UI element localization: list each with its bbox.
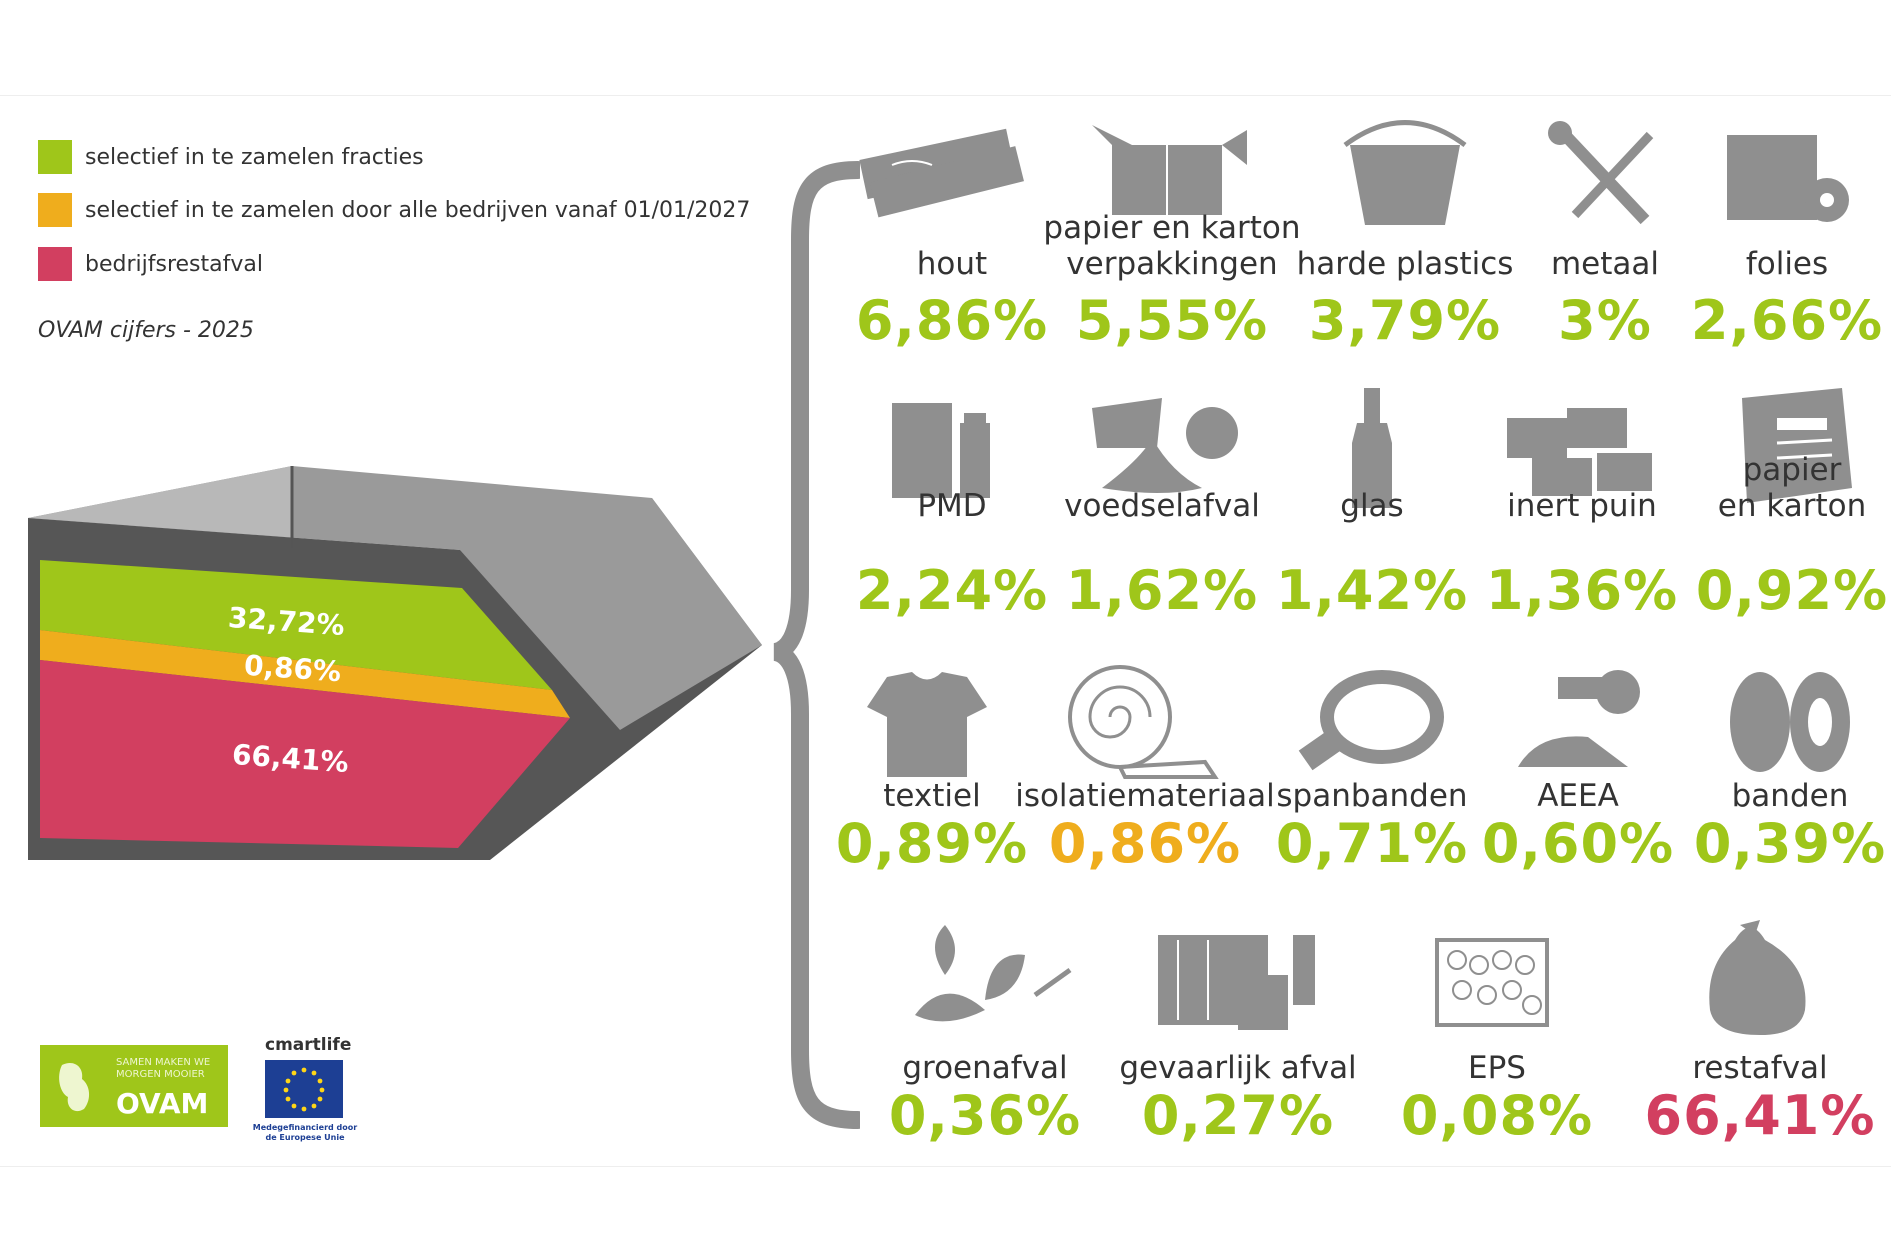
- food-waste-icon: [1062, 378, 1262, 508]
- bucket-icon: [1305, 105, 1505, 235]
- insulation-roll-icon: [1045, 652, 1245, 782]
- fraction-percentage: 3%: [1558, 289, 1652, 352]
- legend-swatch-red: [38, 247, 72, 281]
- fraction-label: papier en karton verpakkingen: [1043, 210, 1301, 282]
- ovam-logo: SAMEN MAKEN WE MORGEN MOOIER OVAM: [40, 1045, 228, 1127]
- fraction-percentage: 0,71%: [1275, 812, 1469, 875]
- fraction-label: inert puin: [1507, 488, 1657, 524]
- eu-flag-icon: [265, 1060, 343, 1118]
- paint-spray-icon: [1138, 905, 1338, 1035]
- ovam-name: OVAM: [116, 1087, 209, 1120]
- fraction-percentage: 2,66%: [1690, 289, 1884, 352]
- fraction-percentage: 5,55%: [1075, 289, 1269, 352]
- legend-label-orange: selectief in te zamelen door alle bedrij…: [85, 197, 751, 223]
- legend-swatch-orange: [38, 193, 72, 227]
- fraction-label: papier en karton: [1717, 452, 1867, 524]
- fraction-percentage: 1,62%: [1065, 559, 1259, 622]
- glass-bottle-icon: [1272, 378, 1472, 508]
- fraction-percentage: 0,39%: [1693, 812, 1887, 875]
- tshirt-icon: [832, 652, 1032, 782]
- container-orange-value: 0,86%: [242, 648, 343, 689]
- wrench-nail-icon: [1505, 105, 1705, 235]
- fraction-label: hout: [916, 246, 988, 282]
- fraction-label: glas: [1340, 488, 1404, 524]
- fraction-percentage: 66,41%: [1644, 1084, 1876, 1147]
- waste-container-illustration: [28, 466, 762, 860]
- eps-block-icon: [1397, 905, 1597, 1035]
- ovam-tagline: SAMEN MAKEN WE MORGEN MOOIER: [116, 1057, 211, 1080]
- life-caption: Medegefinancierd door de Europese Unie: [252, 1123, 358, 1142]
- fraction-percentage: 2,24%: [855, 559, 1049, 622]
- fraction-percentage: 6,86%: [855, 289, 1049, 352]
- fraction-label: spanbanden: [1276, 778, 1468, 814]
- fraction-label: EPS: [1468, 1050, 1526, 1086]
- foil-roll-icon: [1687, 105, 1887, 235]
- brace-divider: [772, 161, 860, 1129]
- fraction-percentage: 1,36%: [1485, 559, 1679, 622]
- flemish-lion-icon: [59, 1062, 90, 1112]
- legend-item-red: bedrijfsrestafval: [38, 247, 263, 281]
- leaves-icon: [885, 905, 1085, 1035]
- rubble-icon: [1482, 378, 1682, 508]
- legend-label-green: selectief in te zamelen fracties: [85, 144, 424, 170]
- newspaper-icon: [1692, 378, 1891, 508]
- fraction-percentage: 0,60%: [1481, 812, 1675, 875]
- tires-icon: [1690, 652, 1890, 782]
- fraction-percentage: 1,42%: [1275, 559, 1469, 622]
- life-logo: cmartlife Medegefinancierd door de Europ…: [250, 1030, 360, 1145]
- container-layer-orange: [40, 630, 570, 718]
- cardboard-box-icon: [1072, 105, 1272, 235]
- fraction-label: gevaarlijk afval: [1119, 1050, 1357, 1086]
- appliances-icon: [1478, 652, 1678, 782]
- fraction-label: AEEA: [1537, 778, 1619, 814]
- legend-item-orange: selectief in te zamelen door alle bedrij…: [38, 193, 750, 227]
- fraction-label: groenafval: [902, 1050, 1068, 1086]
- legend-swatch-green: [38, 140, 72, 174]
- fraction-percentage: 0,86%: [1048, 812, 1242, 875]
- fraction-percentage: 0,92%: [1695, 559, 1889, 622]
- legend-label-red: bedrijfsrestafval: [85, 251, 263, 277]
- strap-icon: [1272, 652, 1472, 782]
- wood-icon: [852, 105, 1052, 235]
- carton-bottle-icon: [852, 378, 1052, 508]
- life-brand: cmartlife: [265, 1035, 352, 1055]
- fraction-percentage: 0,36%: [888, 1084, 1082, 1147]
- legend-item-green: selectief in te zamelen fracties: [38, 140, 424, 174]
- fraction-percentage: 3,79%: [1308, 289, 1502, 352]
- fraction-label: banden: [1731, 778, 1849, 814]
- container-layer-red: [40, 660, 570, 848]
- fraction-label: PMD: [917, 488, 987, 524]
- source-note: OVAM cijfers - 2025: [38, 318, 254, 343]
- fraction-label: harde plastics: [1296, 246, 1514, 282]
- fraction-percentage: 0,89%: [835, 812, 1029, 875]
- fraction-label: textiel: [883, 778, 981, 814]
- container-layer-green: [40, 560, 552, 690]
- trash-bag-icon: [1660, 905, 1860, 1035]
- fraction-percentage: 0,27%: [1141, 1084, 1335, 1147]
- fraction-percentage: 0,08%: [1400, 1084, 1594, 1147]
- fraction-label: restafval: [1692, 1050, 1828, 1086]
- fraction-label: folies: [1745, 246, 1829, 282]
- fraction-label: isolatiemateriaal: [1015, 778, 1275, 814]
- fraction-label: metaal: [1550, 246, 1660, 282]
- fraction-label: voedselafval: [1064, 488, 1260, 524]
